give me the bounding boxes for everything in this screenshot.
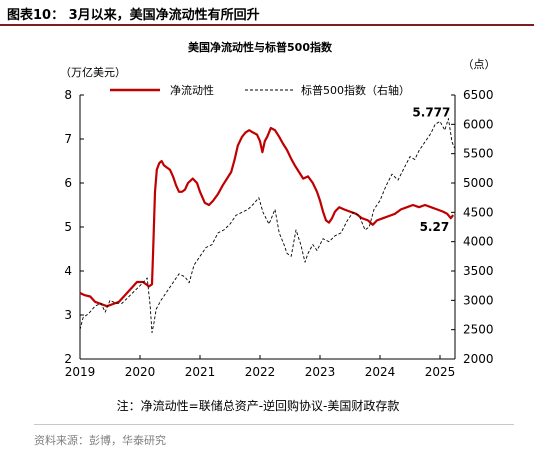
- series-line-sp500: [79, 118, 455, 334]
- x-tick-label: 2023: [305, 365, 336, 379]
- figure-caption: 图表10： 3月以来，美国净流动性有所回升: [7, 8, 260, 23]
- y-right-tick-label: 4000: [463, 235, 494, 249]
- legend: 净流动性 标普500指数（右轴）: [110, 83, 410, 97]
- axes: 2 3 4 5 6 7 8 2000 2500 3000 3500 4000 4500 5000 5500 6…: [64, 88, 493, 379]
- legend-label-sp500: 标普500指数（右轴）: [301, 83, 410, 97]
- x-tick-label: 2022: [245, 365, 276, 379]
- y-right-tick-label: 5000: [463, 176, 494, 190]
- annotation-net-liquidity-latest: 5.27: [420, 220, 450, 234]
- x-tick-label: 2025: [425, 365, 456, 379]
- legend-label-net-liquidity: 净流动性: [170, 83, 214, 97]
- annotation-layer: 5.777 5.27: [412, 105, 450, 234]
- caption-rule: [0, 24, 534, 26]
- footer-rule: [34, 424, 514, 425]
- y-right-tick-label: 5500: [463, 147, 494, 161]
- y-right-tick-label: 3500: [463, 264, 494, 278]
- y-left-unit: （万亿美元）: [60, 66, 126, 79]
- y-left-tick-label: 3: [64, 308, 72, 322]
- series-line-net-liquidity: [79, 126, 455, 308]
- chart-title: 美国净流动性与标普500指数: [188, 40, 333, 54]
- chart-note: 注：净流动性=联储总资产-逆回购协议-美国财政存款: [117, 398, 400, 413]
- y-left-tick-label: 4: [64, 264, 72, 278]
- source-note: 资料来源：彭博，华泰研究: [34, 434, 166, 447]
- y-right-tick-label: 2500: [463, 323, 494, 337]
- y-right-tick-label: 6500: [463, 88, 494, 102]
- x-tick-label: 2024: [365, 365, 396, 379]
- y-left-tick-label: 6: [64, 176, 72, 190]
- x-tick-label: 2021: [185, 365, 216, 379]
- y-left-tick-label: 5: [64, 220, 72, 234]
- x-tick-label: 2019: [65, 365, 96, 379]
- y-left-tick-label: 8: [64, 88, 72, 102]
- y-left-tick-label: 7: [64, 132, 72, 146]
- x-tick-label: 2020: [125, 365, 156, 379]
- y-right-tick-label: 6000: [463, 117, 494, 131]
- y-right-unit: （点）: [463, 58, 496, 71]
- y-right-tick-label: 3000: [463, 293, 494, 307]
- y-left-tick-label: 2: [64, 352, 72, 366]
- annotation-sp500-latest: 5.777: [412, 105, 450, 119]
- y-right-tick-label: 2000: [463, 352, 494, 366]
- y-right-tick-label: 4500: [463, 205, 494, 219]
- series-layer: [79, 118, 455, 334]
